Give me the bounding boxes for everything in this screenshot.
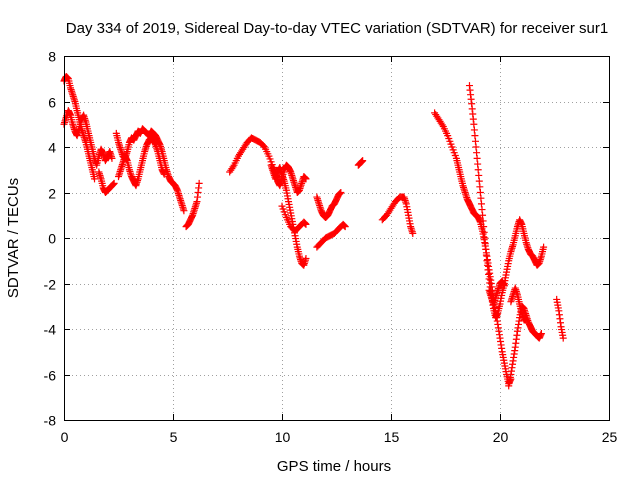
x-tick-label: 20: [493, 429, 509, 445]
data-point: [341, 223, 349, 231]
data-point: [302, 254, 310, 262]
y-tick-label: -2: [44, 277, 57, 293]
data-point: [302, 220, 310, 228]
data-point: [110, 179, 118, 187]
plot-frame: [64, 56, 610, 421]
data-point: [500, 282, 508, 290]
data-point: [108, 154, 116, 162]
y-tick-label: 4: [48, 140, 56, 156]
x-tick-label: 0: [61, 429, 69, 445]
data-point: [359, 157, 367, 165]
data-point: [337, 189, 345, 196]
data-point: [522, 316, 530, 324]
data-point: [540, 243, 548, 251]
data-point: [302, 175, 310, 183]
y-tick-label: -4: [44, 322, 57, 338]
x-tick-label: 25: [602, 429, 618, 445]
y-tick-label: 8: [48, 49, 56, 65]
data-point: [537, 330, 545, 338]
data-point: [438, 121, 446, 129]
data-point: [559, 334, 567, 342]
x-tick-label: 10: [275, 429, 291, 445]
axis-ticks: -8 -6 -4 -2 0 2 4 6 8 0 5 10 15 20 25: [44, 49, 618, 446]
y-tick-label: 2: [48, 186, 56, 202]
data-point: [195, 179, 203, 187]
y-tick-label: 0: [48, 231, 56, 247]
data-points: [60, 72, 567, 390]
data-point: [409, 229, 417, 237]
grid: [64, 56, 609, 420]
y-tick-label: 6: [48, 95, 56, 111]
x-axis-label: GPS time / hours: [277, 458, 391, 475]
data-point: [160, 170, 168, 178]
x-tick-label: 15: [384, 429, 400, 445]
data-point: [91, 175, 99, 183]
x-tick-label: 5: [170, 429, 178, 445]
y-axis-label: SDTVAR / TECUs: [5, 178, 22, 298]
y-tick-label: -8: [44, 413, 57, 429]
data-point: [229, 163, 237, 171]
data-point: [180, 207, 188, 215]
chart-title: Day 334 of 2019, Sidereal Day-to-day VTE…: [66, 20, 608, 37]
y-tick-label: -6: [44, 368, 57, 384]
